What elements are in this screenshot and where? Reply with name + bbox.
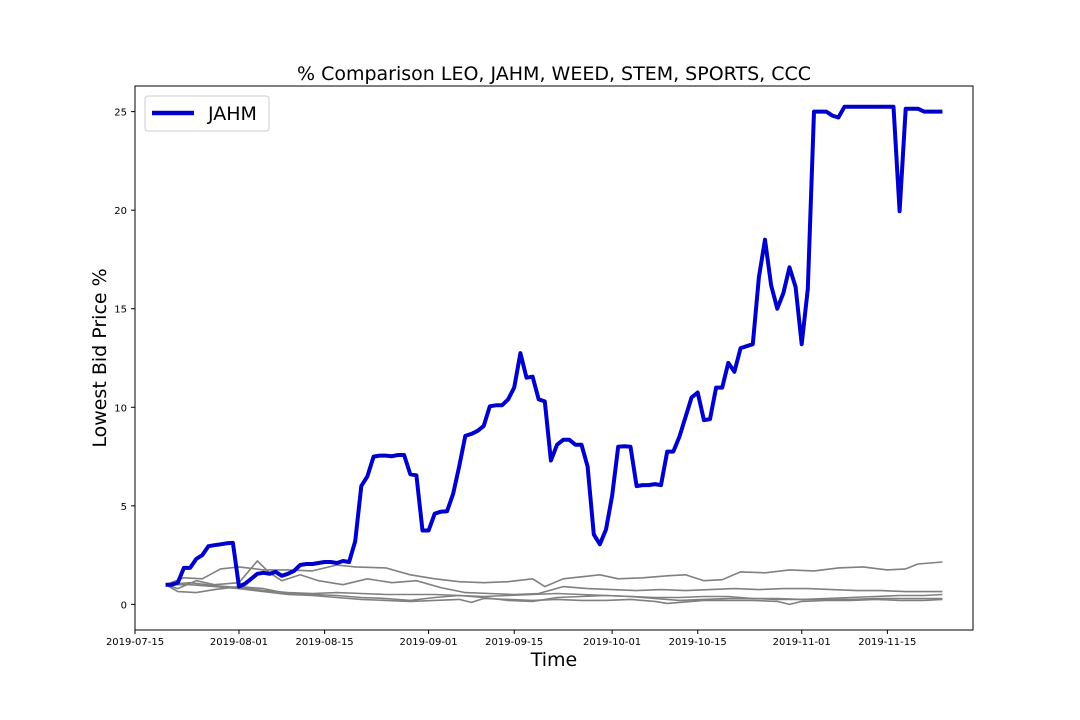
x-tick-label: 2019-10-01 [583, 637, 641, 648]
series-line-4 [165, 581, 943, 601]
series-line-jahm [165, 104, 943, 589]
x-tick-label: 2019-09-15 [485, 637, 543, 648]
series-line-1 [165, 561, 943, 588]
background-series-layer [165, 560, 943, 606]
y-tick-label: 20 [114, 206, 127, 217]
y-tick-label: 0 [121, 600, 127, 611]
y-tick-label: 25 [114, 108, 127, 119]
chart-title: % Comparison LEO, JAHM, WEED, STEM, SPOR… [297, 63, 811, 85]
y-axis: 0 5 10 15 20 25 [114, 108, 135, 611]
x-axis-label: Time [530, 649, 578, 671]
series-line-5 [165, 583, 943, 606]
x-tick-label: 2019-11-01 [773, 637, 831, 648]
x-tick-label: 2019-09-01 [400, 637, 458, 648]
y-tick-label: 10 [114, 403, 127, 414]
y-tick-label: 15 [114, 305, 127, 316]
legend-box [144, 95, 270, 132]
y-axis-label: Lowest Bid Price % [89, 268, 111, 447]
x-tick-label: 2019-11-15 [858, 637, 916, 648]
y-tick-label: 5 [121, 502, 127, 513]
x-tick-label: 2019-10-15 [669, 637, 727, 648]
x-axis: 2019-07-15 2019-08-01 2019-08-15 2019-09-01… [106, 630, 916, 648]
highlight-series-layer [165, 104, 943, 589]
x-tick-label: 2019-08-15 [296, 637, 354, 648]
legend: JAHM [144, 95, 270, 132]
x-tick-label: 2019-07-15 [106, 637, 164, 648]
plot-frame [134, 85, 974, 631]
legend-label: JAHM [207, 103, 257, 125]
x-tick-label: 2019-08-01 [210, 637, 268, 648]
